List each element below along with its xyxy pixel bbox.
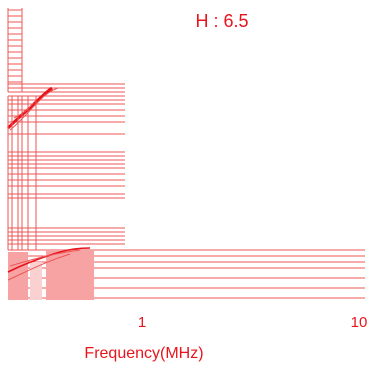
trace-line [9,249,81,267]
chart-graphics [6,8,365,300]
trace-line [13,101,35,119]
fill-block [8,252,28,300]
fill-block [46,250,94,300]
chart-title: H : 6.5 [195,11,248,31]
x-axis-label: Frequency(MHz) [84,345,203,362]
trace-line [6,86,53,130]
fill-block [30,262,42,300]
x-tick-label-10: 10 [351,314,368,331]
trace-line [9,87,59,131]
trace-line [7,247,91,273]
x-tick-label-1: 1 [138,314,146,331]
trace-line [7,253,71,281]
